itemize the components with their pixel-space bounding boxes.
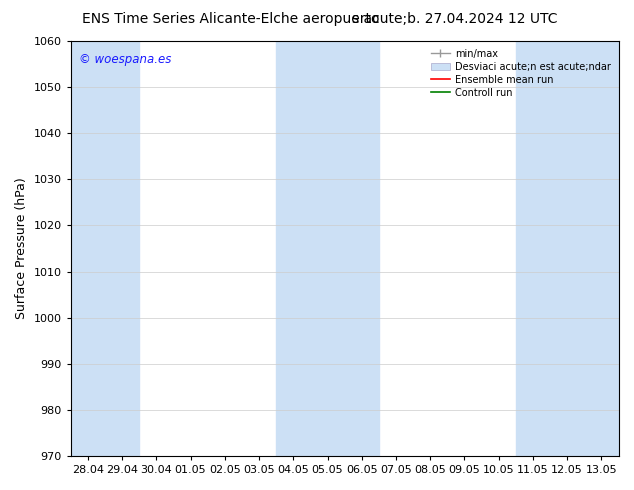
Legend: min/max, Desviaci acute;n est acute;ndar, Ensemble mean run, Controll run: min/max, Desviaci acute;n est acute;ndar… <box>428 46 614 100</box>
Y-axis label: Surface Pressure (hPa): Surface Pressure (hPa) <box>15 178 28 319</box>
Bar <box>516 41 619 456</box>
Text: © woespana.es: © woespana.es <box>79 53 171 67</box>
Bar <box>276 41 379 456</box>
Text: ENS Time Series Alicante-Elche aeropuerto: ENS Time Series Alicante-Elche aeropuert… <box>82 12 380 26</box>
Text: s acute;b. 27.04.2024 12 UTC: s acute;b. 27.04.2024 12 UTC <box>353 12 558 26</box>
Bar <box>71 41 139 456</box>
